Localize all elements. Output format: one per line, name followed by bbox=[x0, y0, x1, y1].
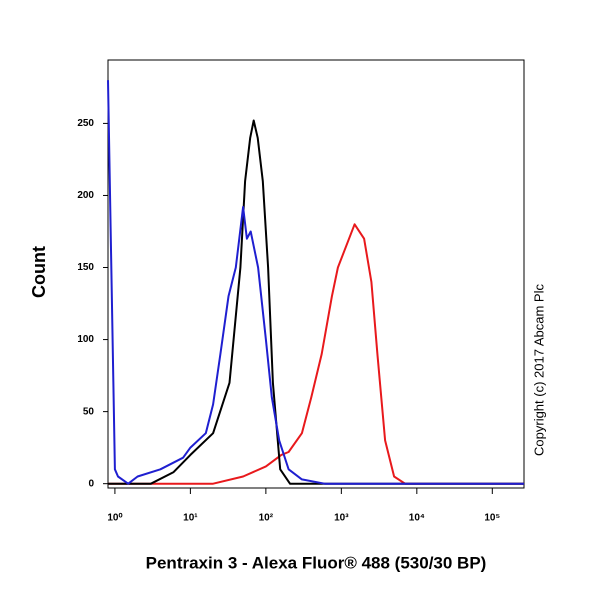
plot-frame bbox=[107, 59, 525, 489]
histogram-line bbox=[108, 119, 524, 485]
y-axis-label: Count bbox=[29, 246, 49, 298]
histogram-line bbox=[107, 80, 524, 485]
y-tick-label: 150 bbox=[77, 262, 94, 273]
y-tick-label: 250 bbox=[77, 118, 94, 129]
y-tick-label: 50 bbox=[83, 406, 95, 417]
y-tick-label: 200 bbox=[77, 190, 94, 201]
x-axis-label: Pentraxin 3 - Alexa Fluor® 488 (530/30 B… bbox=[146, 553, 487, 572]
histogram-line bbox=[108, 223, 524, 485]
x-tick-label: 10⁰ bbox=[107, 513, 122, 524]
x-tick-label: 10⁵ bbox=[484, 513, 500, 524]
x-tick-label: 10³ bbox=[334, 513, 349, 524]
x-tick-label: 10² bbox=[259, 513, 274, 524]
y-tick-label: 100 bbox=[77, 334, 94, 345]
x-tick-label: 10¹ bbox=[183, 513, 198, 524]
x-tick-label: 10⁴ bbox=[409, 513, 425, 524]
y-tick-label: 0 bbox=[88, 478, 94, 489]
copyright: Copyright (c) 2017 Abcam Plc bbox=[531, 284, 546, 456]
